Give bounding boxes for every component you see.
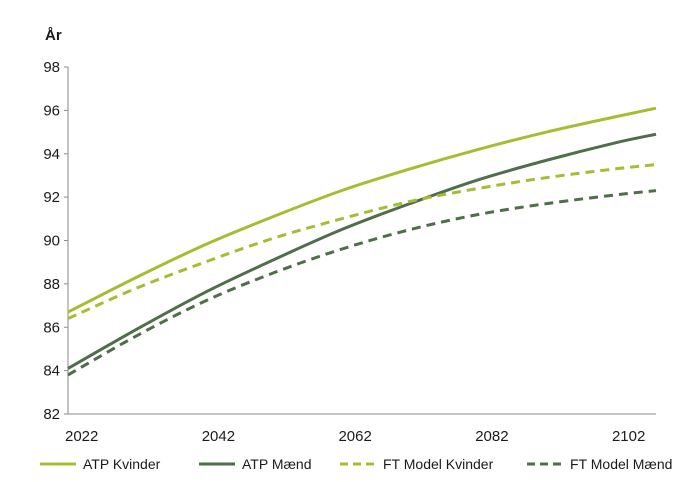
series-line-1	[67, 132, 657, 370]
y-tick-label: 92	[43, 189, 60, 206]
legend-label: FT Model Kvinder	[383, 456, 494, 472]
series-line-0	[67, 106, 657, 314]
legend-label: FT Model Mænd	[570, 456, 672, 472]
y-tick-label: 90	[43, 233, 60, 250]
x-tick-label: 2082	[475, 428, 508, 445]
y-tick-label: 98	[43, 59, 60, 76]
y-tick-label: 84	[43, 363, 60, 380]
y-axis-label: År	[45, 27, 62, 44]
legend-label: ATP Mænd	[242, 456, 312, 472]
series-line-3	[67, 189, 657, 377]
series-lines	[67, 106, 657, 377]
x-tick-label: 2022	[65, 428, 98, 445]
x-tick-label: 2102	[612, 428, 645, 445]
y-axis: 82 84 86 88 90 92 94 96 98	[43, 59, 69, 423]
legend-label: ATP Kvinder	[83, 456, 161, 472]
y-tick-label: 94	[43, 146, 60, 163]
y-tick-label: 86	[43, 319, 60, 336]
x-tick-label: 2062	[338, 428, 371, 445]
series-line-2	[67, 163, 657, 320]
y-tick-label: 82	[43, 406, 60, 423]
legend: ATP Kvinder ATP Mænd FT Model Kvinder FT Mo…	[40, 456, 672, 472]
y-tick-label: 88	[43, 276, 60, 293]
y-tick-label: 96	[43, 102, 60, 119]
x-tick-label: 2042	[202, 428, 235, 445]
x-axis: 2022 2042 2062 2082 2102	[65, 413, 656, 445]
